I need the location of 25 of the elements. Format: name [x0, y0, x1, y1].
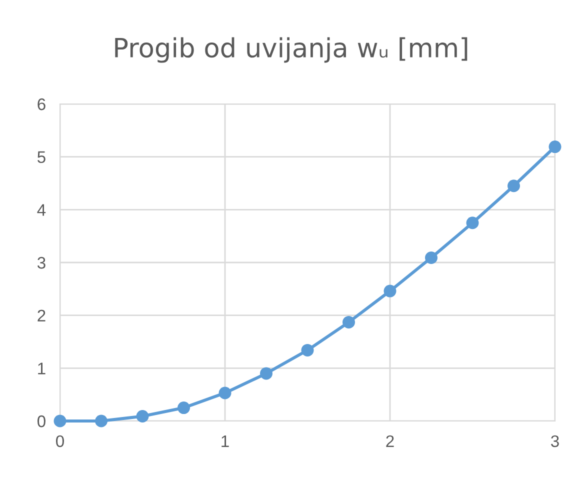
y-tick-label: 0: [37, 415, 46, 428]
point: [136, 410, 149, 422]
point: [178, 402, 190, 414]
point: [548, 140, 562, 154]
y-tick-label: 1: [38, 362, 46, 374]
point: [425, 251, 438, 264]
x-tick-label: 0: [56, 435, 64, 448]
x-tick-label: 1: [222, 436, 229, 447]
x-tick-label: 3: [551, 435, 559, 448]
y-tick-label: 6: [38, 98, 46, 110]
point: [384, 284, 396, 298]
point: [466, 216, 479, 230]
point: [342, 316, 355, 328]
chart-title: Progib od uvijanja wᵤ [mm]: [115, 37, 468, 63]
x-tick-label: 2: [386, 435, 394, 447]
y-tick-label: 5: [38, 151, 46, 164]
point: [301, 344, 314, 356]
point: [95, 414, 108, 428]
point: [260, 367, 272, 380]
y-tick-label: 3: [37, 256, 46, 269]
y-tick-label: 4: [37, 204, 46, 216]
point: [54, 414, 66, 428]
point: [508, 180, 520, 192]
y-tick-label: 2: [38, 310, 46, 322]
point: [218, 386, 232, 400]
